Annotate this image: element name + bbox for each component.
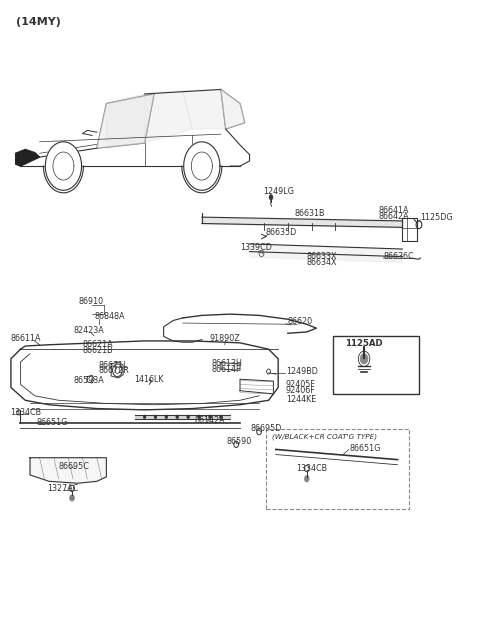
Polygon shape: [184, 142, 220, 190]
Polygon shape: [183, 90, 226, 129]
Polygon shape: [16, 149, 39, 166]
Text: 86636C: 86636C: [383, 252, 414, 261]
Text: 86634X: 86634X: [307, 258, 337, 267]
Text: 82423A: 82423A: [74, 326, 105, 335]
Text: 1125DG: 1125DG: [420, 213, 453, 222]
Text: 86590: 86590: [227, 437, 252, 446]
Circle shape: [176, 415, 179, 419]
Circle shape: [165, 415, 168, 419]
Text: 1334CB: 1334CB: [296, 464, 327, 473]
Circle shape: [360, 354, 368, 364]
Text: 86635D: 86635D: [266, 228, 297, 237]
Text: 86631B: 86631B: [294, 209, 325, 218]
Text: 1339CD: 1339CD: [240, 243, 272, 253]
Text: 86621A: 86621A: [83, 340, 113, 349]
Text: 86614F: 86614F: [211, 365, 241, 374]
Polygon shape: [97, 94, 154, 148]
Text: 86621B: 86621B: [83, 346, 113, 355]
Text: 86613H: 86613H: [211, 360, 242, 369]
Text: 1249BD: 1249BD: [286, 367, 318, 376]
Text: 92405F: 92405F: [286, 380, 316, 389]
Text: 86633X: 86633X: [307, 252, 337, 261]
Polygon shape: [45, 142, 82, 190]
Circle shape: [187, 415, 190, 419]
Text: 86642A: 86642A: [378, 212, 409, 221]
Circle shape: [154, 415, 157, 419]
Text: 91890Z: 91890Z: [209, 334, 240, 343]
Circle shape: [70, 495, 74, 501]
Text: 86671L: 86671L: [99, 361, 128, 370]
Text: 86695D: 86695D: [251, 424, 282, 433]
Circle shape: [143, 415, 146, 419]
Circle shape: [304, 476, 309, 482]
Text: 1416LK: 1416LK: [134, 375, 164, 384]
Text: 86695C: 86695C: [59, 462, 90, 470]
Polygon shape: [144, 91, 192, 143]
Text: 86641A: 86641A: [378, 206, 409, 215]
Text: 1334CB: 1334CB: [10, 408, 41, 417]
Text: 86620: 86620: [288, 317, 313, 326]
Circle shape: [209, 415, 211, 419]
Text: 86651G: 86651G: [36, 418, 68, 427]
Text: 86910: 86910: [79, 297, 104, 306]
Circle shape: [269, 195, 273, 200]
Circle shape: [219, 415, 222, 419]
Polygon shape: [30, 458, 107, 483]
FancyBboxPatch shape: [333, 337, 419, 394]
Text: (W/BLACK+CR COAT'G TYPE): (W/BLACK+CR COAT'G TYPE): [272, 433, 377, 440]
FancyBboxPatch shape: [266, 429, 409, 509]
Circle shape: [198, 415, 201, 419]
Text: 1125AD: 1125AD: [345, 339, 383, 348]
Polygon shape: [221, 90, 245, 129]
Text: 86848A: 86848A: [95, 312, 125, 321]
Text: (14MY): (14MY): [16, 17, 60, 28]
Text: 86593A: 86593A: [74, 376, 105, 385]
Text: 1244KE: 1244KE: [286, 395, 316, 404]
Text: 86142A: 86142A: [194, 415, 225, 424]
Text: 86611A: 86611A: [11, 334, 41, 343]
Polygon shape: [107, 94, 144, 148]
Text: 1249LG: 1249LG: [263, 187, 294, 196]
Text: 92406F: 92406F: [286, 386, 315, 395]
Text: 86672R: 86672R: [99, 367, 130, 376]
Text: 86651G: 86651G: [350, 444, 381, 453]
Text: 1327AC: 1327AC: [47, 484, 78, 493]
